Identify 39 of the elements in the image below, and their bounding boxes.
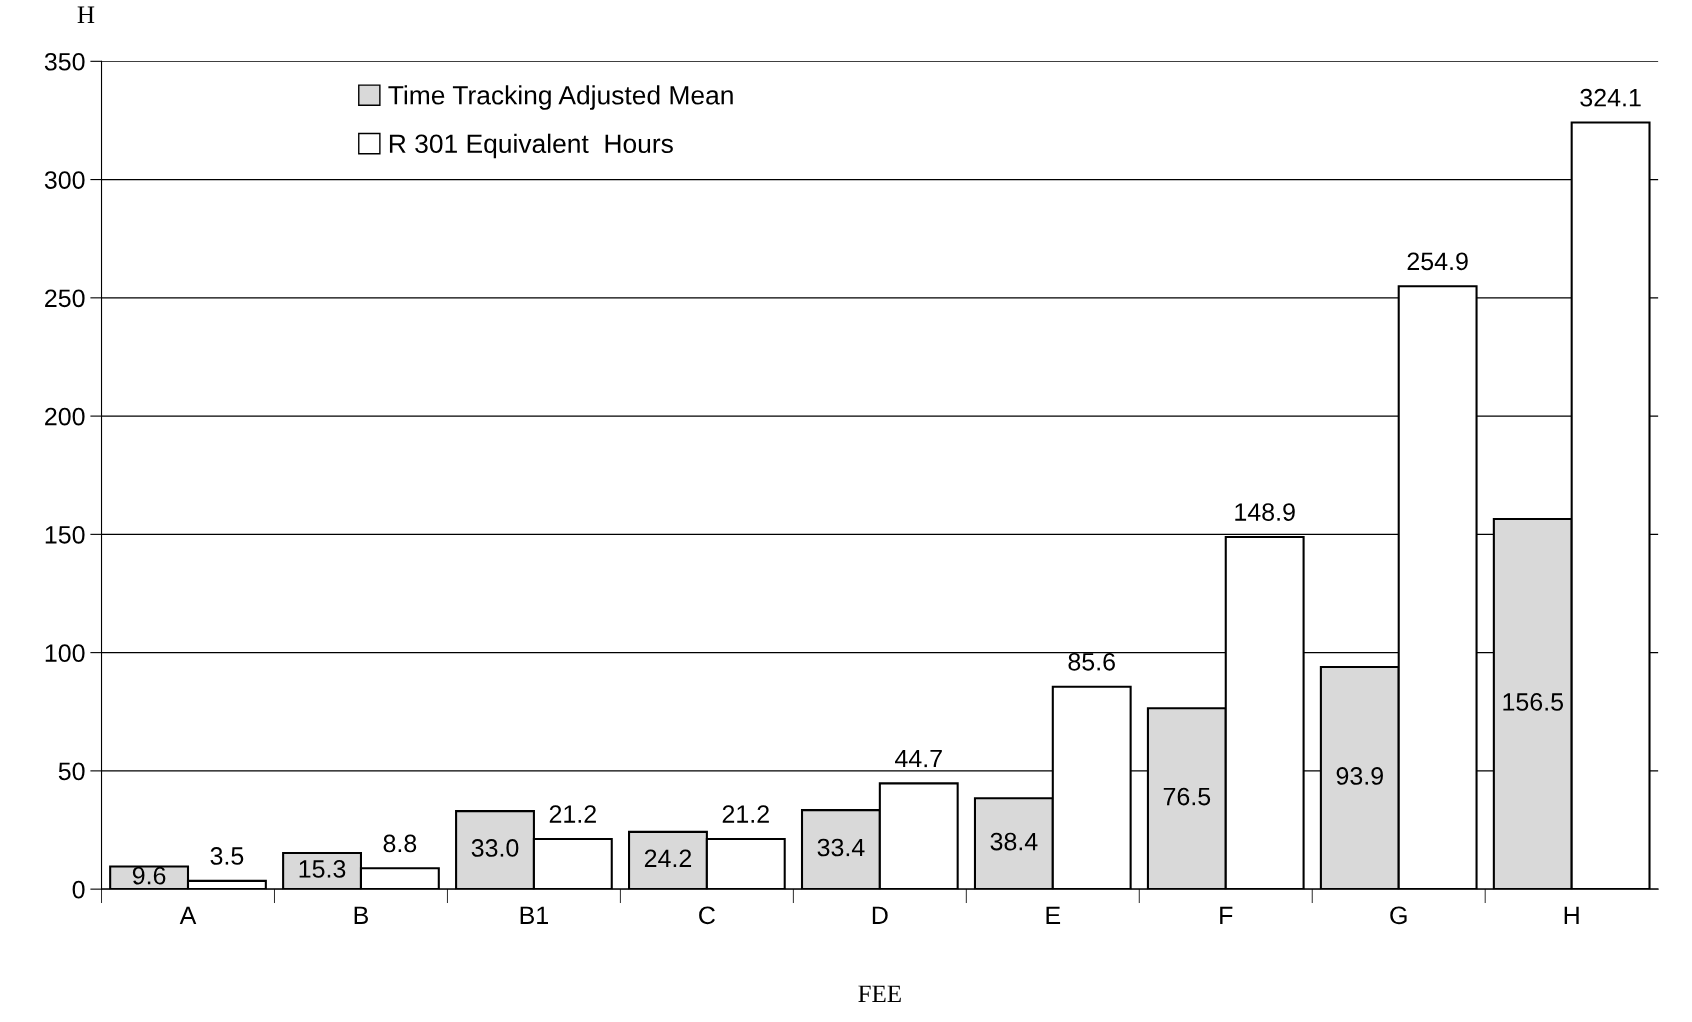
data-label: 33.4 xyxy=(817,838,865,857)
y-tick-label: 250 xyxy=(45,289,85,308)
y-tick-label: 300 xyxy=(44,171,85,189)
x-tick-label: A xyxy=(179,906,197,924)
data-label: 76.5 xyxy=(1163,787,1211,806)
y-tick-label: 200 xyxy=(45,407,85,426)
data-label: 15.3 xyxy=(299,860,346,878)
data-label: 24.2 xyxy=(644,849,692,867)
data-label: 9.6 xyxy=(132,866,166,885)
y-axis-title: H xyxy=(77,6,95,23)
legend-label: R 301 Equivalent Hours xyxy=(389,133,673,159)
x-tick-label: B xyxy=(354,906,368,924)
data-label: 38.4 xyxy=(990,832,1038,851)
x-axis-title: FEE xyxy=(858,985,901,1003)
data-label: 21.2 xyxy=(549,805,596,823)
data-label: 8.8 xyxy=(383,834,417,853)
data-label: 254.9 xyxy=(1407,252,1468,271)
y-tick-label: 150 xyxy=(45,525,85,544)
data-label: 93.9 xyxy=(1336,767,1383,785)
data-label: 44.7 xyxy=(895,749,942,768)
data-label: 33.0 xyxy=(471,839,519,857)
y-tick-label: 350 xyxy=(44,52,85,71)
x-tick-label: B1 xyxy=(520,906,548,924)
x-tick-label: E xyxy=(1046,906,1061,924)
data-label: 85.6 xyxy=(1068,652,1115,671)
x-tick-label: H xyxy=(1564,906,1579,924)
x-tick-label: F xyxy=(1220,906,1233,924)
y-tick-label: 100 xyxy=(45,644,85,662)
x-tick-label: D xyxy=(872,906,888,924)
x-tick-label: C xyxy=(699,906,715,925)
data-label: 324.1 xyxy=(1580,88,1641,107)
legend-label: Time Tracking Adjusted Mean xyxy=(388,85,733,110)
data-label: 21.2 xyxy=(722,805,769,823)
y-tick-label: 50 xyxy=(58,762,85,781)
y-tick-label: 0 xyxy=(72,880,85,899)
data-label: 3.5 xyxy=(210,847,244,865)
data-label: 148.9 xyxy=(1235,503,1295,521)
data-label: 156.5 xyxy=(1503,693,1563,711)
x-tick-label: G xyxy=(1390,906,1407,925)
